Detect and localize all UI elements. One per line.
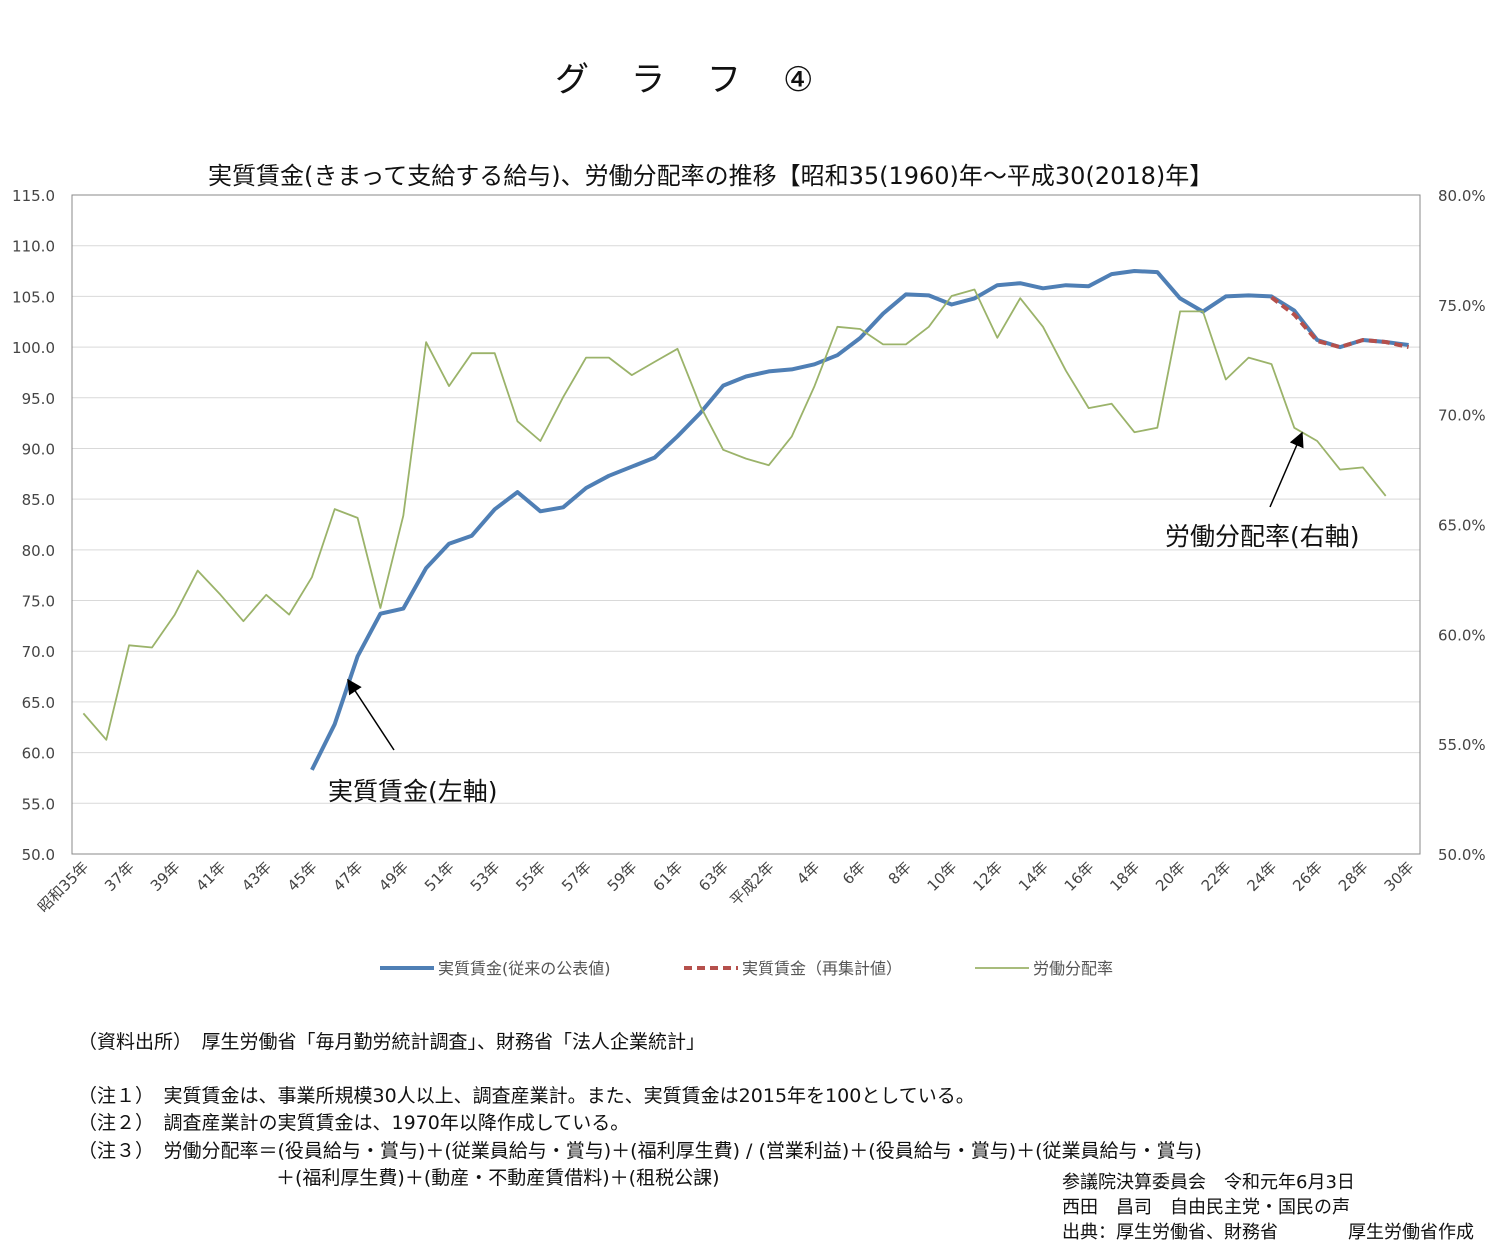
figure-title: グ ラ フ ④ bbox=[555, 60, 818, 100]
note-2: （注２） 調査産業計の実質賃金は、1970年以降作成している。 bbox=[78, 1112, 630, 1134]
x-tick-label: 37年 bbox=[101, 858, 138, 895]
y-right-tick-label: 70.0% bbox=[1438, 407, 1486, 425]
y-left-tick-label: 85.0 bbox=[22, 491, 55, 509]
y-right-tick-label: 55.0% bbox=[1438, 736, 1486, 754]
x-tick-label: 55年 bbox=[512, 858, 549, 895]
x-tick-label: 6年 bbox=[839, 858, 869, 888]
note-3: （注３） 労働分配率＝(役員給与・賞与)＋(従業員給与・賞与)＋(福利厚生費) … bbox=[78, 1140, 1202, 1162]
y-right-tick-label: 60.0% bbox=[1438, 626, 1486, 644]
y-left-tick-label: 90.0 bbox=[22, 440, 55, 458]
x-tick-label: 43年 bbox=[238, 858, 275, 895]
x-tick-label: 61年 bbox=[649, 858, 686, 895]
x-tick-label: 63年 bbox=[695, 858, 732, 895]
legend-label: 実質賃金（再集計値） bbox=[742, 959, 902, 978]
x-tick-label: 47年 bbox=[330, 858, 367, 895]
note-3-cont: ＋(福利厚生費)＋(動産・不動産賃借料)＋(租税公課) bbox=[276, 1167, 720, 1189]
y-left-tick-label: 50.0 bbox=[22, 846, 55, 864]
x-tick-label: 12年 bbox=[969, 858, 1006, 895]
annotation-real-wage: 実質賃金(左軸) bbox=[328, 777, 498, 806]
y-left-tick-label: 105.0 bbox=[12, 288, 55, 306]
x-tick-label: 45年 bbox=[284, 858, 321, 895]
y-left-tick-label: 100.0 bbox=[12, 339, 55, 357]
x-tick-label: 昭和35年 bbox=[34, 858, 92, 916]
credit-source: 出典：厚生労働省、財務省 bbox=[1062, 1222, 1278, 1243]
y-left-tick-label: 60.0 bbox=[22, 745, 55, 763]
source-note: （資料出所） 厚生労働省「毎月勤労統計調査」、財務省「法人企業統計」 bbox=[78, 1031, 706, 1053]
x-tick-label: 51年 bbox=[421, 858, 458, 895]
x-tick-label: 10年 bbox=[924, 858, 961, 895]
y-left-tick-label: 115.0 bbox=[12, 187, 55, 205]
x-tick-label: 41年 bbox=[193, 858, 230, 895]
series-line-1 bbox=[1270, 295, 1410, 350]
y-left-tick-label: 80.0 bbox=[22, 542, 55, 560]
x-tick-label: 39年 bbox=[147, 858, 184, 895]
arrow-labor-share bbox=[1269, 431, 1304, 508]
y-left-tick-label: 95.0 bbox=[22, 390, 55, 408]
y-left-tick-label: 110.0 bbox=[12, 238, 55, 256]
y-right-tick-label: 75.0% bbox=[1438, 297, 1486, 315]
arrow-real-wage bbox=[347, 678, 395, 751]
x-tick-label: 28年 bbox=[1335, 858, 1372, 895]
x-tick-label: 18年 bbox=[1106, 858, 1143, 895]
x-tick-label: 26年 bbox=[1289, 858, 1326, 895]
x-tick-label: 53年 bbox=[467, 858, 504, 895]
y-left-tick-label: 70.0 bbox=[22, 643, 55, 661]
x-tick-label: 20年 bbox=[1152, 858, 1189, 895]
y-right-tick-label: 65.0% bbox=[1438, 517, 1486, 535]
x-tick-label: 59年 bbox=[604, 858, 641, 895]
x-tick-label: 16年 bbox=[1061, 858, 1098, 895]
x-tick-label: 4年 bbox=[793, 858, 823, 888]
series-line-2 bbox=[82, 288, 1387, 741]
y-right-tick-label: 50.0% bbox=[1438, 846, 1486, 864]
y-left-tick-label: 65.0 bbox=[22, 694, 55, 712]
y-left-tick-label: 75.0 bbox=[22, 593, 55, 611]
credit-author: 厚生労働省作成 bbox=[1348, 1222, 1474, 1243]
legend-label: 労働分配率 bbox=[1033, 959, 1113, 978]
x-tick-label: 22年 bbox=[1198, 858, 1235, 895]
line-chart: 115.0 110.0 105.0 100.0 95.0 90.0 85.0 80.0 75.0… bbox=[12, 187, 1486, 978]
x-tick-label: 30年 bbox=[1381, 858, 1418, 895]
y-right-tick-label: 80.0% bbox=[1438, 187, 1486, 205]
legend-label: 実質賃金(従来の公表値) bbox=[438, 959, 611, 978]
x-tick-label: 49年 bbox=[375, 858, 412, 895]
plot-frame bbox=[71, 194, 1421, 855]
x-tick-label: 24年 bbox=[1243, 858, 1280, 895]
x-tick-label: 14年 bbox=[1015, 858, 1052, 895]
annotation-labor-share: 労働分配率(右軸) bbox=[1165, 522, 1360, 551]
x-tick-label: 平成2年 bbox=[726, 858, 777, 909]
y-left-tick-label: 55.0 bbox=[22, 795, 55, 813]
x-tick-label: 8年 bbox=[885, 858, 915, 888]
note-1: （注１） 実質賃金は、事業所規模30人以上、調査産業計。また、実質賃金は2015… bbox=[78, 1085, 975, 1107]
chart-title: 実質賃金(きまって支給する給与)、労働分配率の推移【昭和35(1960)年～平成… bbox=[208, 162, 1214, 190]
x-tick-label: 57年 bbox=[558, 858, 595, 895]
credit-speaker: 西田 昌司 自由民主党・国民の声 bbox=[1062, 1197, 1350, 1218]
credit-committee: 参議院決算委員会 令和元年6月3日 bbox=[1062, 1172, 1355, 1193]
